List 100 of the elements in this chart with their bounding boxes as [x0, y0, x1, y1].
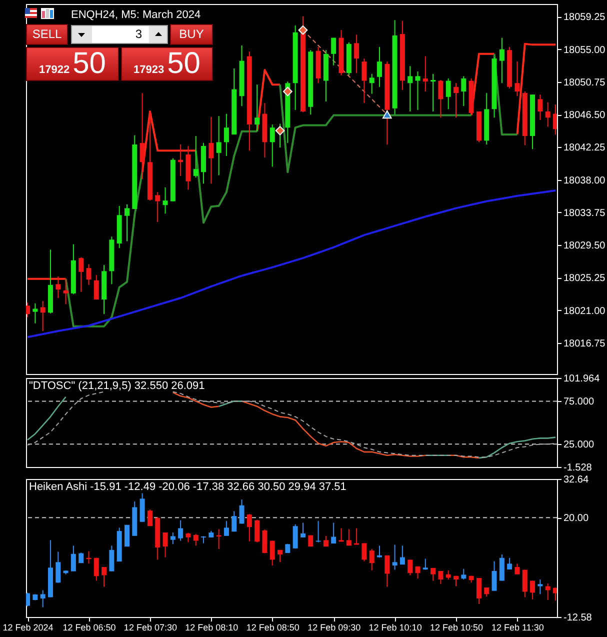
- candlestick: [262, 528, 268, 554]
- candlestick: [239, 499, 244, 524]
- candlestick: [362, 58, 367, 104]
- candlestick: [384, 554, 390, 588]
- chart-title: ENQH24, M5: March 2024: [71, 9, 201, 21]
- candlestick: [422, 558, 428, 570]
- candlestick: [545, 582, 550, 600]
- candlestick: [86, 264, 92, 286]
- candlestick: [507, 557, 512, 570]
- candlestick: [254, 519, 260, 543]
- candlestick: [246, 513, 252, 542]
- candlestick: [408, 66, 413, 112]
- candlestick: [346, 528, 352, 546]
- candlestick: [109, 545, 114, 572]
- x-tick-label: 12 Feb 10:50: [430, 622, 484, 632]
- candlestick: [530, 580, 536, 600]
- candlestick: [430, 567, 436, 582]
- candlestick: [270, 124, 275, 168]
- y-tick-label: 18016.75: [564, 338, 606, 350]
- candlestick: [461, 76, 466, 107]
- candlestick: [162, 532, 168, 558]
- candlestick: [514, 563, 520, 575]
- candlestick: [216, 116, 222, 176]
- candlestick: [32, 302, 38, 324]
- candlestick: [124, 204, 130, 242]
- y-tick-label: 18050.75: [564, 77, 606, 88]
- candlestick: [94, 557, 99, 582]
- candlestick: [538, 94, 543, 120]
- chart-title: "DTOSC" (21,21,9,5) 32.550 26.091: [29, 380, 205, 392]
- candlestick: [56, 276, 61, 299]
- candlestick: [454, 82, 459, 118]
- candlestick: [40, 300, 46, 332]
- y-tick-label: 101.964: [564, 374, 600, 384]
- candlestick: [78, 256, 84, 292]
- candlestick: [270, 540, 275, 566]
- candlestick: [461, 568, 466, 580]
- candlestick: [147, 509, 152, 527]
- annotation: 50: [167, 47, 200, 80]
- candlestick: [224, 113, 229, 156]
- candlestick: [499, 554, 504, 582]
- candlestick: [193, 534, 198, 546]
- candlestick: [552, 587, 557, 602]
- y-tick-label: 18046.50: [564, 110, 606, 122]
- candlestick: [438, 570, 444, 585]
- candlestick: [369, 73, 374, 94]
- candlestick: [499, 37, 504, 84]
- candlestick: [545, 102, 550, 128]
- candlestick: [278, 549, 283, 563]
- candlestick: [422, 56, 428, 92]
- y-tick-label: 25.000: [564, 440, 595, 451]
- candlestick: [438, 79, 444, 118]
- candlestick: [232, 510, 237, 532]
- candlestick: [476, 578, 482, 604]
- candlestick: [70, 545, 76, 572]
- candlestick: [331, 37, 336, 66]
- annotation: 50: [72, 47, 106, 80]
- y-tick-label: 18033.75: [564, 208, 606, 219]
- x-tick-label: 12 Feb 09:30: [308, 622, 361, 632]
- candlestick: [400, 545, 405, 566]
- candlestick: [338, 528, 344, 542]
- y-tick-label: -12.58: [564, 612, 592, 624]
- buy-price-button: 17923 50: [121, 47, 213, 81]
- y-tick-label: 18055.00: [564, 44, 606, 56]
- y-tick-label: 75.000: [564, 396, 595, 408]
- candlestick: [40, 590, 46, 608]
- y-tick-label: 18021.00: [564, 306, 606, 317]
- candlestick: [300, 522, 306, 538]
- candlestick: [186, 532, 191, 543]
- candlestick: [155, 192, 160, 223]
- y-tick-label: 18059.25: [564, 12, 606, 24]
- x-tick-label: 12 Feb 08:10: [185, 622, 238, 632]
- sell-button: SELL: [26, 24, 68, 45]
- candlestick: [369, 548, 374, 571]
- y-tick-label: -1.528: [564, 462, 592, 474]
- candlestick: [362, 542, 367, 562]
- candlestick: [140, 492, 145, 522]
- annotation: 17923: [134, 64, 164, 76]
- point: [275, 126, 285, 136]
- candlestick: [94, 274, 99, 300]
- x-tick-label: 12 Feb 06:50: [62, 622, 116, 632]
- candlestick: [224, 520, 229, 536]
- candlestick: [26, 592, 30, 607]
- candlestick: [170, 532, 176, 545]
- candlestick: [56, 551, 61, 584]
- x-tick-label: 12 Feb 11:30: [492, 622, 544, 632]
- candlestick: [354, 528, 360, 546]
- candlestick: [331, 522, 336, 544]
- sell-price-button: 17922 50: [26, 47, 119, 81]
- buy-button: BUY: [170, 24, 213, 45]
- candlestick: [63, 278, 68, 305]
- candlestick: [446, 570, 451, 580]
- y-tick-label: 18029.50: [564, 240, 606, 252]
- candlestick: [430, 73, 436, 112]
- candlestick: [193, 136, 198, 178]
- candlestick: [292, 524, 298, 549]
- candlestick: [162, 186, 168, 214]
- point: [382, 110, 392, 119]
- candlestick: [354, 34, 360, 74]
- candlestick: [408, 559, 413, 576]
- candlestick: [208, 116, 214, 184]
